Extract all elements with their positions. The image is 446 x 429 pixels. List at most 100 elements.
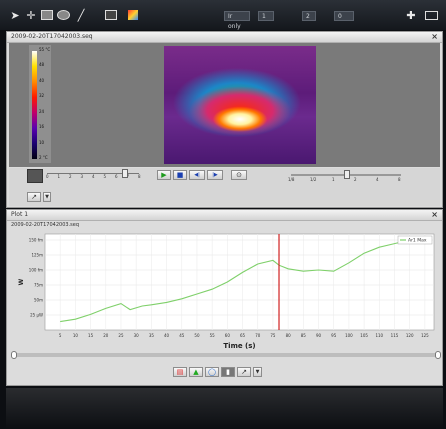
close-icon[interactable]: × bbox=[431, 210, 438, 219]
x-tick-label: 65 bbox=[240, 333, 246, 338]
timeline-tick-label: 6 bbox=[115, 174, 118, 179]
crosshair-icon[interactable]: ✛ bbox=[26, 8, 36, 22]
x-axis-label: Time (s) bbox=[223, 342, 255, 350]
prev-frame-button[interactable]: ◀| bbox=[189, 170, 205, 180]
color-scale-bar bbox=[32, 51, 37, 159]
x-tick-label: 50 bbox=[194, 333, 200, 338]
plot-window: Plot 1 × 2009-02-20T17042003.seq 25 µW 50… bbox=[6, 209, 443, 386]
record-button[interactable]: ⊙ bbox=[231, 170, 247, 180]
legend-label: Ar1 Max bbox=[408, 238, 427, 244]
zoom-tick-label: 1/8 bbox=[288, 177, 295, 182]
chart-line-icon[interactable]: ↗ bbox=[237, 367, 251, 377]
zoom-tick-label: 1 bbox=[332, 177, 335, 182]
scale-label: 48 bbox=[39, 62, 45, 68]
x-tick-label: 30 bbox=[134, 333, 140, 338]
zoom-tick-label: 4 bbox=[376, 177, 379, 182]
scale-label: 32 bbox=[39, 93, 45, 99]
scale-label: 16 bbox=[39, 124, 45, 130]
scale-label: 2 °C bbox=[39, 155, 48, 160]
scroll-handle-right[interactable] bbox=[435, 351, 441, 359]
palette-icon[interactable] bbox=[126, 8, 140, 22]
image-window: 2009-02-20T17042003.seq × 55 °C 48 40 32 24 1… bbox=[6, 31, 443, 208]
x-tick-label: 35 bbox=[149, 333, 155, 338]
dropdown-icon[interactable]: ▼ bbox=[43, 192, 51, 202]
main-toolbar: ➤ ✛ ╱ Ir only 1 2 0 ✚ bbox=[0, 0, 446, 30]
layout-icon[interactable] bbox=[424, 8, 438, 22]
x-tick-label: 40 bbox=[164, 333, 170, 338]
line-chart[interactable]: 25 µW 50m 75m 100 fm 125m 150 fm 5 10 15 20 25 30 35… bbox=[9, 228, 440, 350]
image-viewport[interactable]: 55 °C 48 40 32 24 16 10 2 °C bbox=[9, 43, 440, 167]
scale-label: 55 °C bbox=[39, 47, 51, 52]
line-icon[interactable]: ╱ bbox=[77, 8, 85, 22]
y-tick-label: 75m bbox=[34, 283, 43, 288]
image-icon[interactable] bbox=[104, 8, 118, 22]
scale-label: 10 bbox=[39, 139, 45, 145]
scale-label: 40 bbox=[39, 77, 45, 83]
chart-blue-icon[interactable]: ◯ bbox=[205, 367, 219, 377]
y-tick-label: 125m bbox=[31, 253, 43, 258]
pin-icon[interactable]: ✚ bbox=[406, 8, 416, 22]
x-tick-label: 80 bbox=[286, 333, 292, 338]
x-tick-label: 90 bbox=[316, 333, 322, 338]
timeline-handle[interactable] bbox=[122, 169, 128, 178]
x-tick-label: 125 bbox=[421, 333, 429, 338]
color-scale-panel: 55 °C 48 40 32 24 16 10 2 °C bbox=[29, 45, 51, 163]
plot-toolbar: ▤ ▲ ◯ ▮ ↗ ▼ bbox=[173, 367, 293, 379]
legend-box bbox=[397, 235, 433, 245]
zoom-select[interactable]: 0 bbox=[334, 11, 354, 21]
zoom-tick-label: 1/2 bbox=[310, 177, 317, 182]
view-mode-select[interactable]: Ir only bbox=[224, 11, 250, 30]
timeline-tick-label: 8 bbox=[138, 174, 141, 179]
zoom-tick-label: 2 bbox=[354, 177, 357, 182]
dropdown-icon[interactable]: ▼ bbox=[253, 367, 262, 377]
ellipse-icon[interactable] bbox=[56, 8, 70, 22]
timeline-tick-label: 3 bbox=[80, 174, 84, 179]
plot-window-titlebar: Plot 1 × bbox=[7, 210, 442, 221]
image-window-titlebar: 2009-02-20T17042003.seq × bbox=[7, 32, 442, 43]
scale-label: 24 bbox=[39, 108, 45, 114]
chart-red-icon[interactable]: ▤ bbox=[173, 367, 187, 377]
close-icon[interactable]: × bbox=[431, 32, 438, 41]
y-tick-label: 150 fm bbox=[29, 238, 43, 243]
x-tick-label: 100 bbox=[345, 333, 353, 338]
scroll-handle-left[interactable] bbox=[11, 351, 17, 359]
x-tick-label: 10 bbox=[73, 333, 79, 338]
pointer-icon[interactable]: ➤ bbox=[10, 8, 20, 22]
timeline-tick-label: 0 bbox=[46, 174, 49, 179]
frame-select[interactable]: 2 bbox=[302, 11, 316, 21]
window-reflection bbox=[6, 388, 443, 429]
zoom-handle[interactable] bbox=[344, 170, 350, 179]
next-frame-button[interactable]: |▶ bbox=[207, 170, 223, 180]
x-tick-label: 75 bbox=[270, 333, 276, 338]
chart-green-icon[interactable]: ▲ bbox=[189, 367, 203, 377]
x-tick-label: 5 bbox=[59, 333, 62, 338]
x-tick-label: 15 bbox=[88, 333, 94, 338]
image-window-title: 2009-02-20T17042003.seq bbox=[11, 33, 93, 40]
rectangle-icon[interactable] bbox=[40, 8, 54, 22]
x-tick-label: 45 bbox=[179, 333, 185, 338]
y-tick-label: 100 fm bbox=[29, 268, 43, 273]
timeline-tick-label: 4 bbox=[92, 174, 95, 179]
x-tick-label: 110 bbox=[375, 333, 383, 338]
y-axis-label: W bbox=[18, 278, 25, 285]
timeline-tick-label: 5 bbox=[103, 174, 107, 179]
y-tick-label: 25 µW bbox=[30, 313, 43, 318]
timeline-track[interactable] bbox=[47, 173, 139, 174]
film-icon[interactable] bbox=[27, 169, 43, 183]
series-line bbox=[60, 238, 425, 323]
x-tick-label: 95 bbox=[331, 333, 337, 338]
chart-line-icon[interactable]: ↗ bbox=[27, 192, 41, 202]
plot-window-title: Plot 1 bbox=[11, 211, 29, 218]
x-tick-label: 25 bbox=[118, 333, 124, 338]
channel-select[interactable]: 1 bbox=[258, 11, 274, 21]
plot-scrollbar[interactable] bbox=[13, 353, 438, 357]
thermal-image[interactable] bbox=[164, 46, 316, 164]
play-button[interactable]: ▶ bbox=[157, 170, 171, 180]
y-tick-label: 50m bbox=[34, 298, 43, 303]
chart-grey-icon[interactable]: ▮ bbox=[221, 367, 235, 377]
plot-area bbox=[44, 233, 435, 331]
stop-button[interactable]: ■ bbox=[173, 170, 187, 180]
x-tick-label: 85 bbox=[301, 333, 307, 338]
x-tick-label: 115 bbox=[391, 333, 399, 338]
